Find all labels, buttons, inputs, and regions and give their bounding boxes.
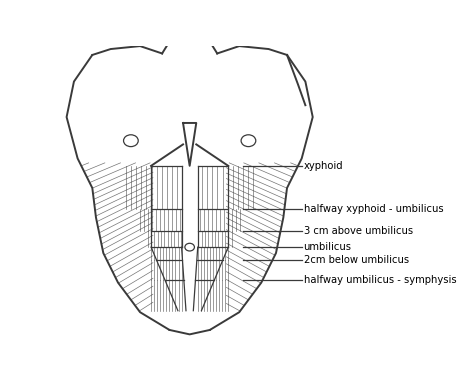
Text: 3 cm above umbilicus: 3 cm above umbilicus [303, 226, 413, 236]
Text: xyphoid: xyphoid [303, 161, 343, 171]
Polygon shape [183, 123, 196, 166]
Text: halfway xyphoid - umbilicus: halfway xyphoid - umbilicus [303, 204, 443, 214]
Circle shape [185, 243, 194, 251]
Text: halfway umbilicus - symphysis: halfway umbilicus - symphysis [303, 275, 456, 285]
Text: umbilicus: umbilicus [303, 242, 352, 252]
Text: 2cm below umbilicus: 2cm below umbilicus [303, 255, 409, 265]
